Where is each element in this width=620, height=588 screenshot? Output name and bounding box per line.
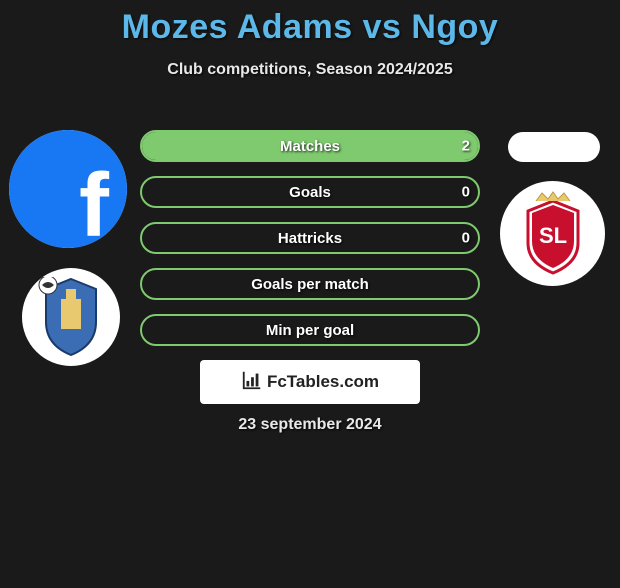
stat-value: 0	[462, 184, 470, 201]
page-title: Mozes Adams vs Ngoy	[0, 8, 620, 47]
date-label: 23 september 2024	[0, 416, 620, 434]
stat-bar-hattricks: Hattricks 0	[140, 222, 480, 254]
stat-bar-min-per-goal: Min per goal	[140, 314, 480, 346]
stat-label: Min per goal	[266, 322, 354, 339]
stat-bar-goals: Goals 0	[140, 176, 480, 208]
player-avatar-right	[508, 132, 600, 162]
brand-label: FcTables.com	[267, 372, 379, 392]
stat-value: 0	[462, 230, 470, 247]
svg-text:SL: SL	[538, 223, 566, 248]
stats-container: Matches 2 Goals 0 Hattricks 0 Goals per …	[140, 130, 480, 360]
stat-value: 2	[462, 138, 470, 155]
facebook-icon	[9, 130, 127, 248]
subtitle: Club competitions, Season 2024/2025	[0, 61, 620, 79]
chart-icon	[241, 369, 263, 396]
standard-liege-crest-icon: SL	[518, 191, 588, 276]
stat-bar-goals-per-match: Goals per match	[140, 268, 480, 300]
club-crest-right: SL	[500, 181, 605, 286]
player-avatar-left	[9, 130, 127, 248]
stat-label: Goals per match	[251, 276, 369, 293]
stat-label: Hattricks	[278, 230, 342, 247]
stat-label: Matches	[280, 138, 340, 155]
westerlo-crest-icon	[36, 277, 106, 357]
club-crest-left	[22, 268, 120, 366]
stat-label: Goals	[289, 184, 331, 201]
brand-box[interactable]: FcTables.com	[200, 360, 420, 404]
stat-bar-matches: Matches 2	[140, 130, 480, 162]
